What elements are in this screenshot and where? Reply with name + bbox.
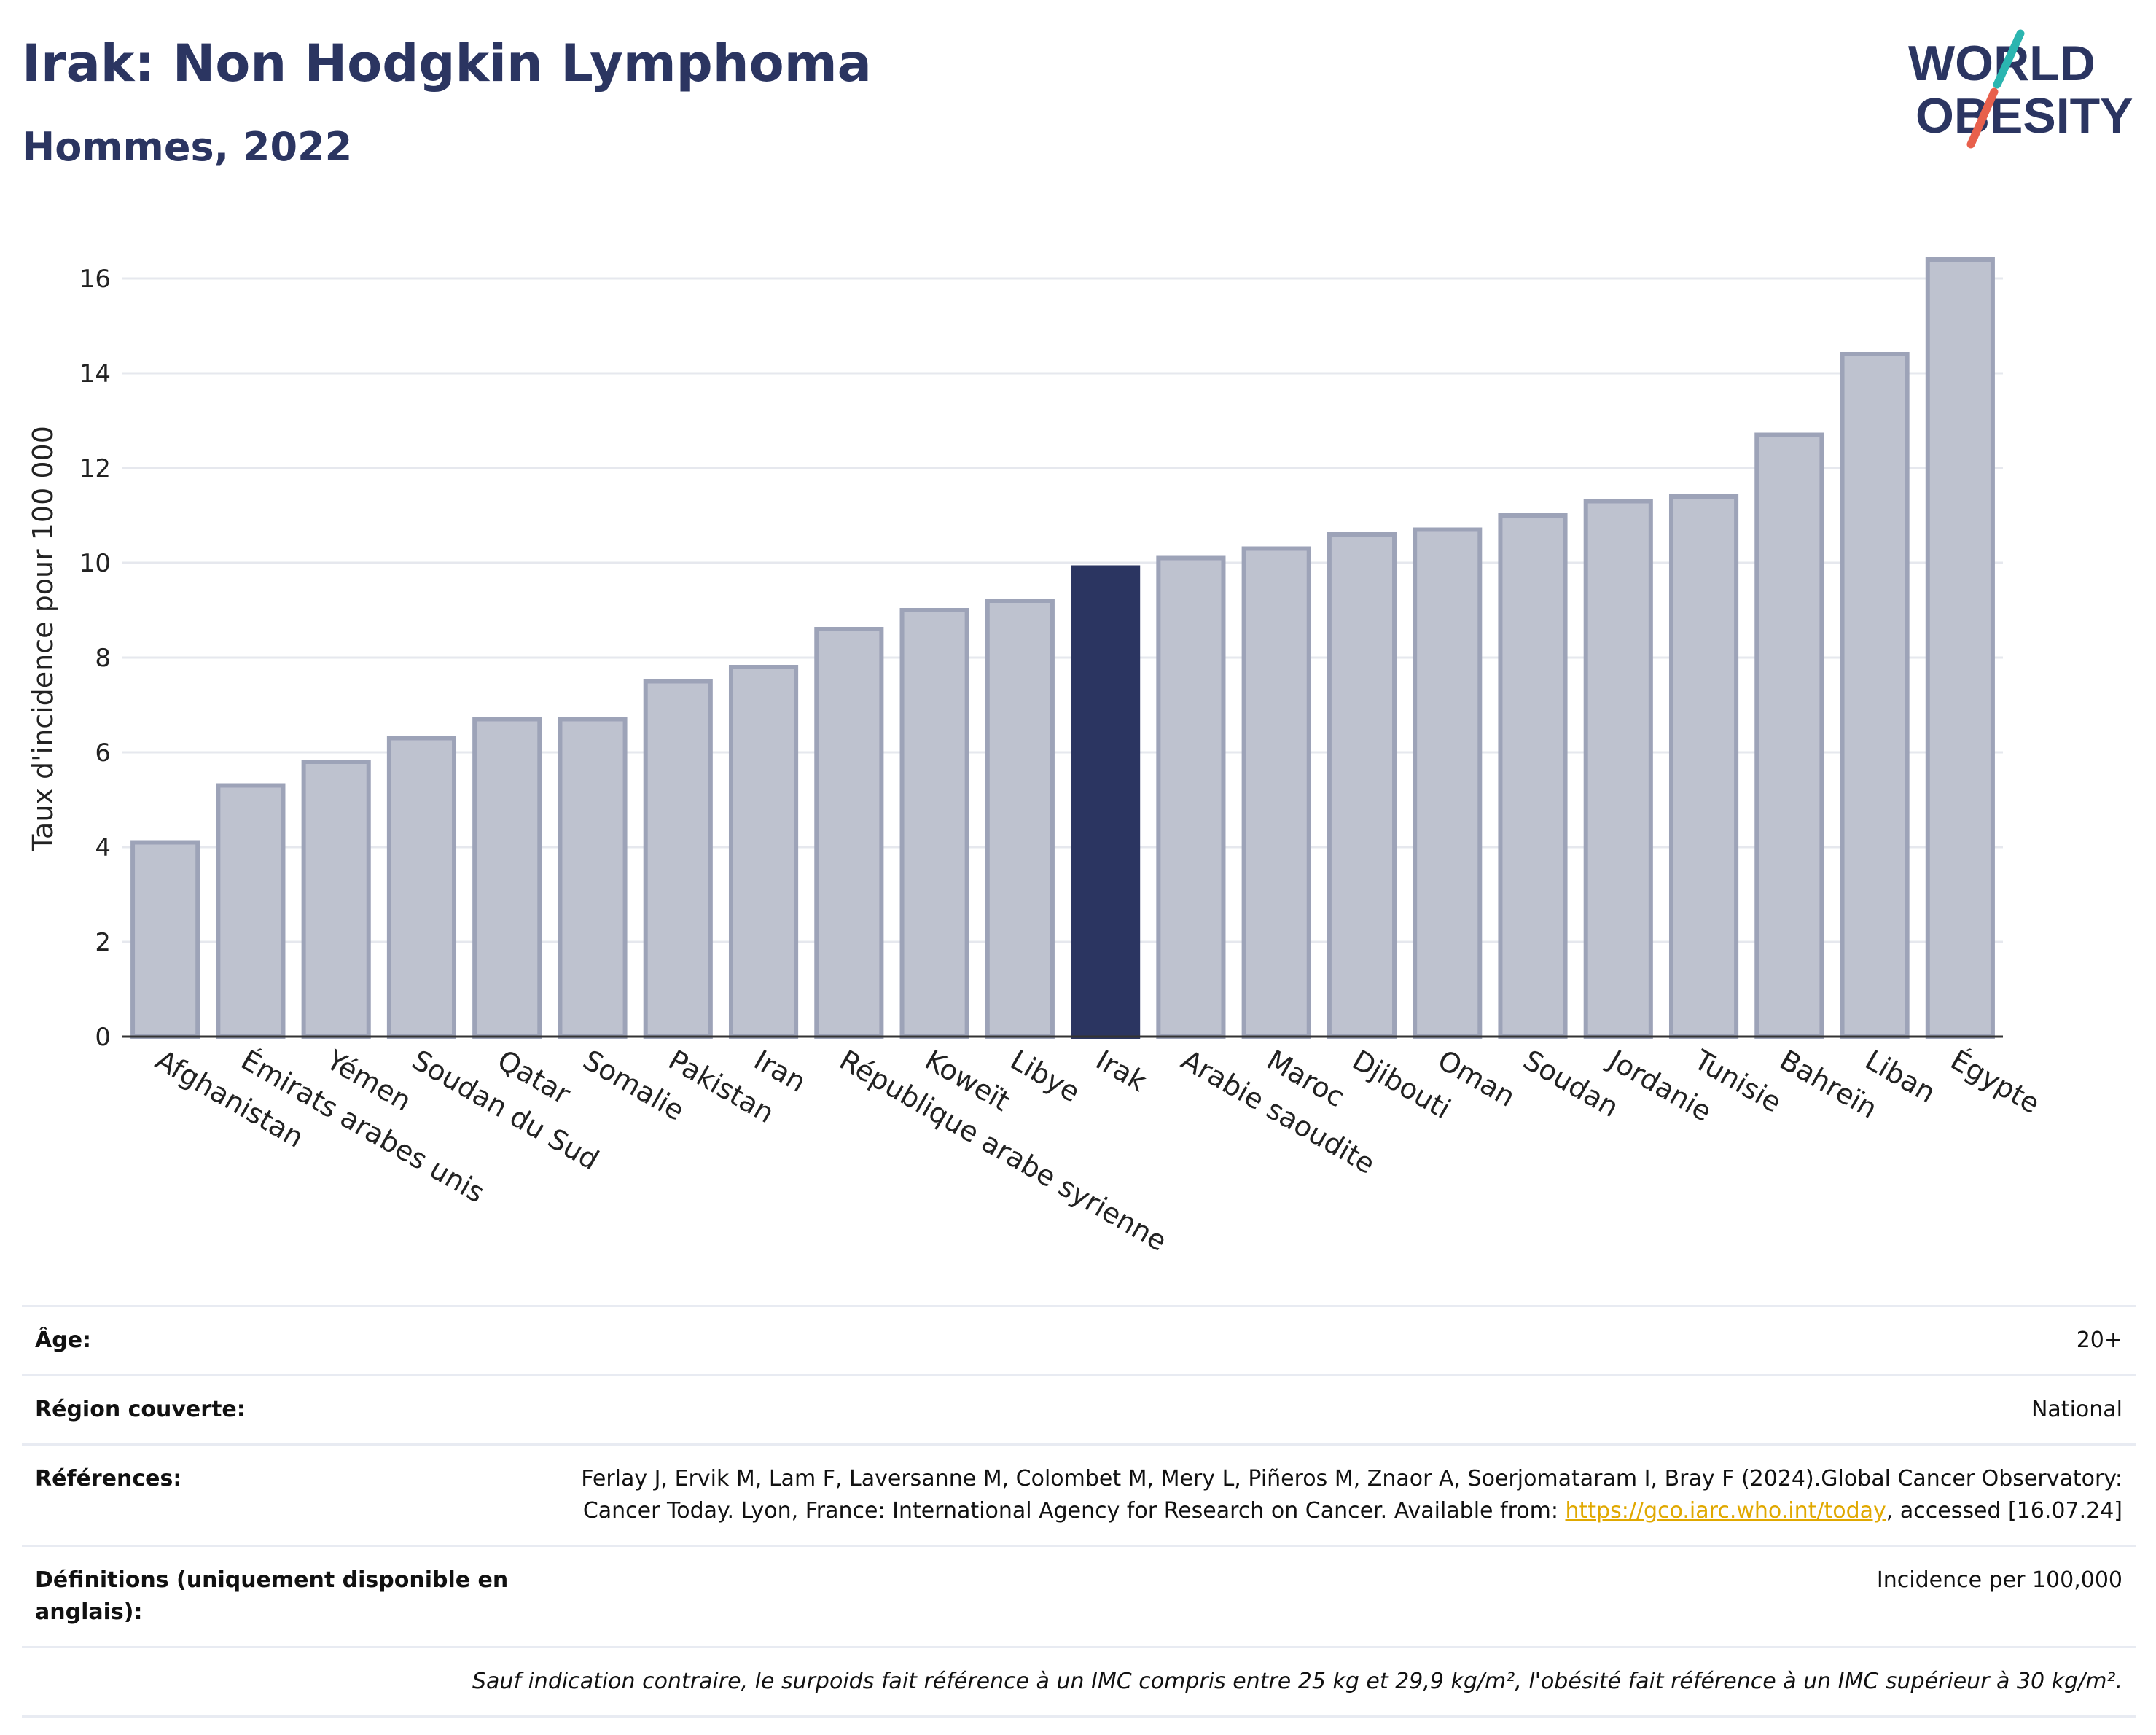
bar-highlight [1071, 565, 1141, 1039]
logo-slash-teal [1993, 29, 2025, 89]
y-tick-label: 4 [95, 833, 111, 862]
info-label-definitions: Définitions (uniquement disponible en an… [35, 1567, 509, 1625]
reference-accessed: , accessed [16.07.24] [1886, 1498, 2122, 1524]
logo-slash-coral [1966, 87, 1999, 149]
info-row-references: Références: Ferlay J, Ervik M, Lam F, La… [22, 1444, 2136, 1546]
bar [472, 717, 542, 1039]
bar [814, 627, 884, 1039]
x-tick-label: Égypte [1945, 1044, 2045, 1120]
x-tick-label: Soudan [1518, 1044, 1625, 1124]
x-tick-label: Bahreïn [1774, 1044, 1883, 1125]
info-value-definitions: Incidence per 100,000 [1876, 1567, 2122, 1593]
bar-chart: 0 2 4 6 8 10 12 14 16 Taux d'incidence pour 100 0… [27, 257, 2045, 1258]
bar [985, 599, 1055, 1039]
bar [1241, 546, 1311, 1039]
chart-subtitle: Hommes, 2022 [22, 124, 353, 170]
world-obesity-logo: WORLD OBESITY [1908, 29, 2133, 149]
y-tick-label: 2 [95, 928, 111, 957]
info-row-note: Sauf indication contraire, le surpoids f… [22, 1647, 2136, 1717]
x-tick-label: Irak [1090, 1044, 1152, 1098]
info-value-age: 20+ [2076, 1327, 2122, 1353]
info-row-region: Région couverte: National [22, 1375, 2136, 1445]
y-tick-label: 12 [79, 454, 111, 483]
chart-title: Irak: Non Hodgkin Lymphoma [22, 34, 872, 93]
reference-link[interactable]: https://gco.iarc.who.int/today [1565, 1498, 1886, 1524]
bar [1413, 527, 1483, 1039]
info-value-references: Ferlay J, Ervik M, Lam F, Laversanne M, … [529, 1445, 2136, 1546]
y-tick-label: 14 [79, 359, 111, 389]
info-label-age: Âge: [35, 1327, 92, 1353]
bar [301, 760, 371, 1039]
bar [728, 665, 799, 1039]
bar [899, 608, 969, 1039]
bar [1327, 532, 1397, 1039]
reference-text: Ferlay J, Ervik M, Lam F, Laversanne M, … [581, 1466, 2122, 1524]
x-tick-label: Djibouti [1347, 1044, 1456, 1126]
bar [216, 783, 286, 1039]
bar [1156, 555, 1226, 1039]
y-tick-label: 10 [79, 549, 111, 578]
y-axis-title: Taux d'incidence pour 100 000 [27, 426, 59, 852]
y-tick-label: 0 [95, 1023, 111, 1052]
logo-obesity-text: OBESITY [1915, 88, 2133, 144]
bar [558, 717, 628, 1039]
bar [1840, 352, 1910, 1039]
bar [130, 840, 200, 1039]
y-tick-label: 8 [95, 644, 111, 673]
y-tick-label: 6 [95, 738, 111, 768]
footnote: Sauf indication contraire, le surpoids f… [472, 1669, 2122, 1694]
bar [1498, 513, 1568, 1039]
bar [1754, 432, 1824, 1039]
bar [1668, 494, 1739, 1039]
info-row-age: Âge: 20+ [22, 1306, 2136, 1376]
x-tick-label: Libye [1005, 1044, 1085, 1109]
info-label-region: Région couverte: [35, 1397, 246, 1422]
bar [1583, 499, 1653, 1039]
info-row-definitions: Définitions (uniquement disponible en an… [22, 1545, 2136, 1648]
info-label-references: Références: [35, 1466, 182, 1492]
bar [1925, 257, 1995, 1039]
y-tick-label: 16 [79, 265, 111, 294]
bar [643, 679, 713, 1039]
info-table: Âge: 20+ Région couverte: National Référ… [22, 1305, 2136, 1718]
bar [386, 736, 457, 1039]
info-value-region: National [2031, 1397, 2122, 1422]
